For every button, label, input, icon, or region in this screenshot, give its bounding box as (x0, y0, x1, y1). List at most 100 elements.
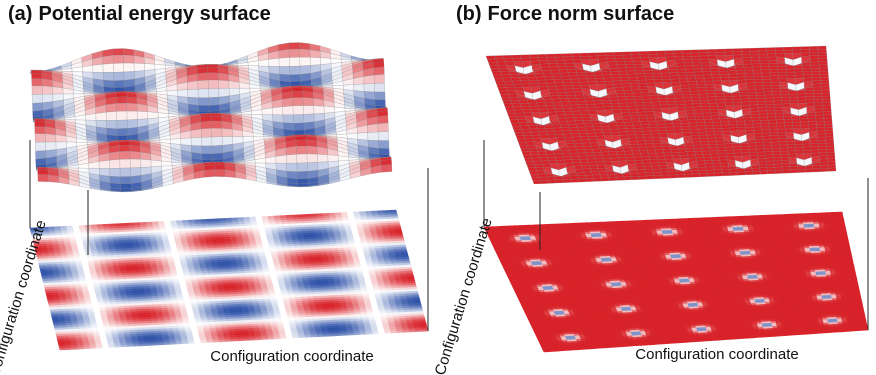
surface-cell (293, 114, 305, 124)
surface-cell (129, 144, 141, 153)
surface-cell (176, 220, 184, 224)
surface-cell (127, 119, 138, 129)
surface-cell (313, 105, 325, 115)
surface-cell (113, 62, 125, 73)
surface-cell (137, 111, 149, 120)
surface-cell (32, 102, 44, 112)
panel-b-title: (b) Force norm surface (456, 3, 674, 26)
surface-cell (307, 162, 319, 172)
surface-cell (201, 145, 213, 155)
panel-b-title-text: Force norm surface (487, 3, 675, 25)
surface-cell (41, 78, 53, 87)
surface-cell (102, 63, 114, 73)
surface-cell (123, 48, 134, 56)
surface-cell (140, 159, 152, 168)
surface-cell (187, 89, 199, 98)
surface-cell (82, 65, 94, 73)
surface-cell (286, 154, 298, 164)
surface-cell (113, 80, 125, 88)
surface-cell (295, 139, 307, 147)
surface-cell (218, 218, 227, 222)
surface-cell (120, 183, 132, 190)
surface-cell (374, 82, 386, 93)
surface-cell (120, 191, 132, 193)
surface-cell (389, 209, 397, 213)
surface-cell (297, 171, 309, 180)
surface-cell (109, 159, 121, 169)
surface-cell (139, 221, 147, 225)
surface-cell (126, 102, 138, 112)
surface-cell (123, 62, 135, 73)
surface-cell (352, 211, 361, 215)
surface-cell (208, 88, 220, 98)
surface-cell (201, 153, 213, 161)
panel-a-title-text: Potential energy surface (38, 3, 271, 25)
surface-cell (112, 54, 124, 64)
surface-cell (323, 106, 335, 114)
surface-cell (130, 167, 142, 177)
surface-cell (383, 209, 391, 213)
surface-cell (302, 97, 314, 106)
surface-cell (327, 154, 339, 162)
surface-cell (299, 65, 311, 75)
surface-cell (115, 92, 127, 98)
surface-cell (306, 145, 318, 155)
surface-cell (328, 212, 336, 216)
surface-cell (180, 137, 192, 146)
surface-cell (188, 219, 196, 223)
surface-cell (218, 88, 230, 98)
surface-cell (52, 86, 64, 95)
panel-a-y-axis-label: Configuration coordinate (0, 218, 50, 375)
surface-cell (60, 225, 68, 229)
surface-cell (108, 223, 117, 227)
surface-cell (129, 151, 141, 160)
surface-cell (357, 132, 369, 141)
surface-cell (374, 99, 386, 107)
surface-cell (106, 120, 118, 129)
surface-cell (197, 72, 209, 81)
surface-cell (112, 48, 124, 56)
surface-cell (306, 139, 318, 147)
surface-cell (363, 83, 375, 93)
surface-cell (109, 168, 121, 177)
surface-cell (105, 103, 117, 113)
surface-cell (373, 66, 385, 76)
surface-cell (200, 218, 208, 222)
surface-cell (96, 224, 105, 228)
surface-cell (190, 137, 202, 147)
panel-a-x-axis-label: Configuration coordinate (210, 348, 373, 365)
surface-cell (272, 106, 284, 116)
surface-cell (292, 91, 304, 98)
surface-cell (54, 226, 62, 230)
surface-cell (214, 169, 226, 177)
surface-cell (118, 141, 130, 146)
surface-cell (279, 66, 291, 75)
surface-cell (211, 128, 223, 138)
surface-cell (371, 210, 379, 214)
surface-cell (37, 169, 49, 175)
surface-cell (201, 136, 213, 147)
surface-cell (208, 96, 220, 106)
surface-cell (378, 148, 390, 155)
surface-cell (144, 63, 156, 71)
surface-cell (285, 146, 297, 156)
surface-cell (182, 219, 190, 223)
surface-cell (374, 91, 386, 101)
surface-cell (31, 78, 43, 87)
surface-cell (353, 83, 365, 92)
surface-cell (109, 151, 120, 161)
surface-cell (224, 217, 233, 221)
surface-cell (289, 57, 301, 67)
surface-cell (127, 222, 135, 226)
surface-cell (230, 217, 239, 221)
surface-cell (304, 213, 312, 217)
surface-cell (278, 49, 290, 59)
surface-cell (113, 71, 125, 81)
surface-cell (377, 122, 389, 133)
surface-cell (66, 225, 74, 229)
surface-cell (334, 212, 342, 216)
surface-cell (177, 89, 189, 98)
surface-cell (44, 126, 56, 135)
surface-cell (42, 93, 54, 103)
surface-cell (115, 223, 123, 227)
